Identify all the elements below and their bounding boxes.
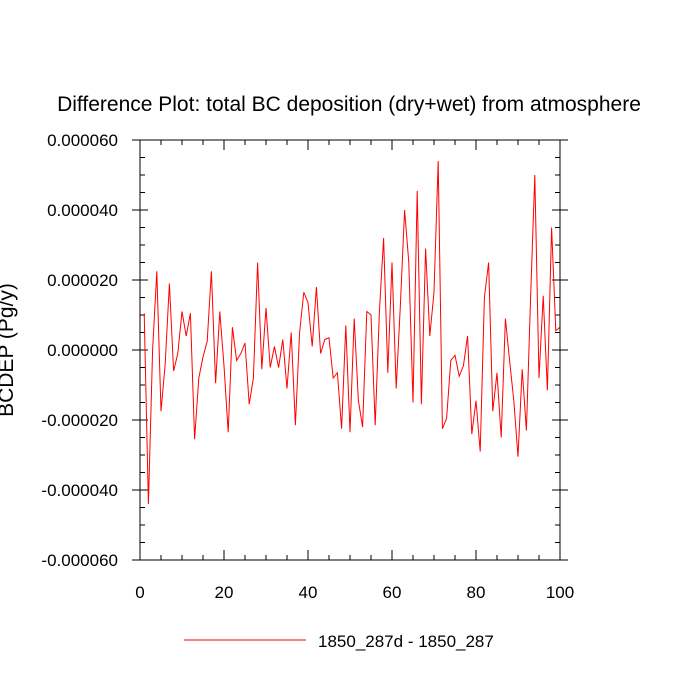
- chart-title: Difference Plot: total BC deposition (dr…: [57, 93, 641, 116]
- y-tick-label: 0.000000: [47, 341, 118, 360]
- y-tick-label: -0.000060: [41, 551, 118, 570]
- x-tick-label: 0: [135, 583, 144, 602]
- y-tick-label: -0.000040: [41, 481, 118, 500]
- series-line: [143, 160, 561, 505]
- plot-area: 0 20 40 60 80 100 -0.000060 -0.000040 -0.000020 0…: [41, 131, 574, 602]
- plot-frame: [139, 139, 561, 561]
- x-tick-label: 20: [215, 583, 234, 602]
- y-axis-label: BCDEP (Pg/y): [0, 283, 18, 417]
- y-tick-label: -0.000020: [41, 411, 118, 430]
- x-tick-label: 40: [299, 583, 318, 602]
- y-tick-label: 0.000040: [47, 201, 118, 220]
- y-tick-label: 0.000060: [47, 131, 118, 150]
- x-tick-label: 80: [467, 583, 486, 602]
- y-tick-label: 0.000020: [47, 271, 118, 290]
- legend: 1850_287d - 1850_287: [184, 632, 494, 651]
- legend-label: 1850_287d - 1850_287: [318, 632, 494, 651]
- x-tick-label: 60: [383, 583, 402, 602]
- x-tick-label: 100: [546, 583, 574, 602]
